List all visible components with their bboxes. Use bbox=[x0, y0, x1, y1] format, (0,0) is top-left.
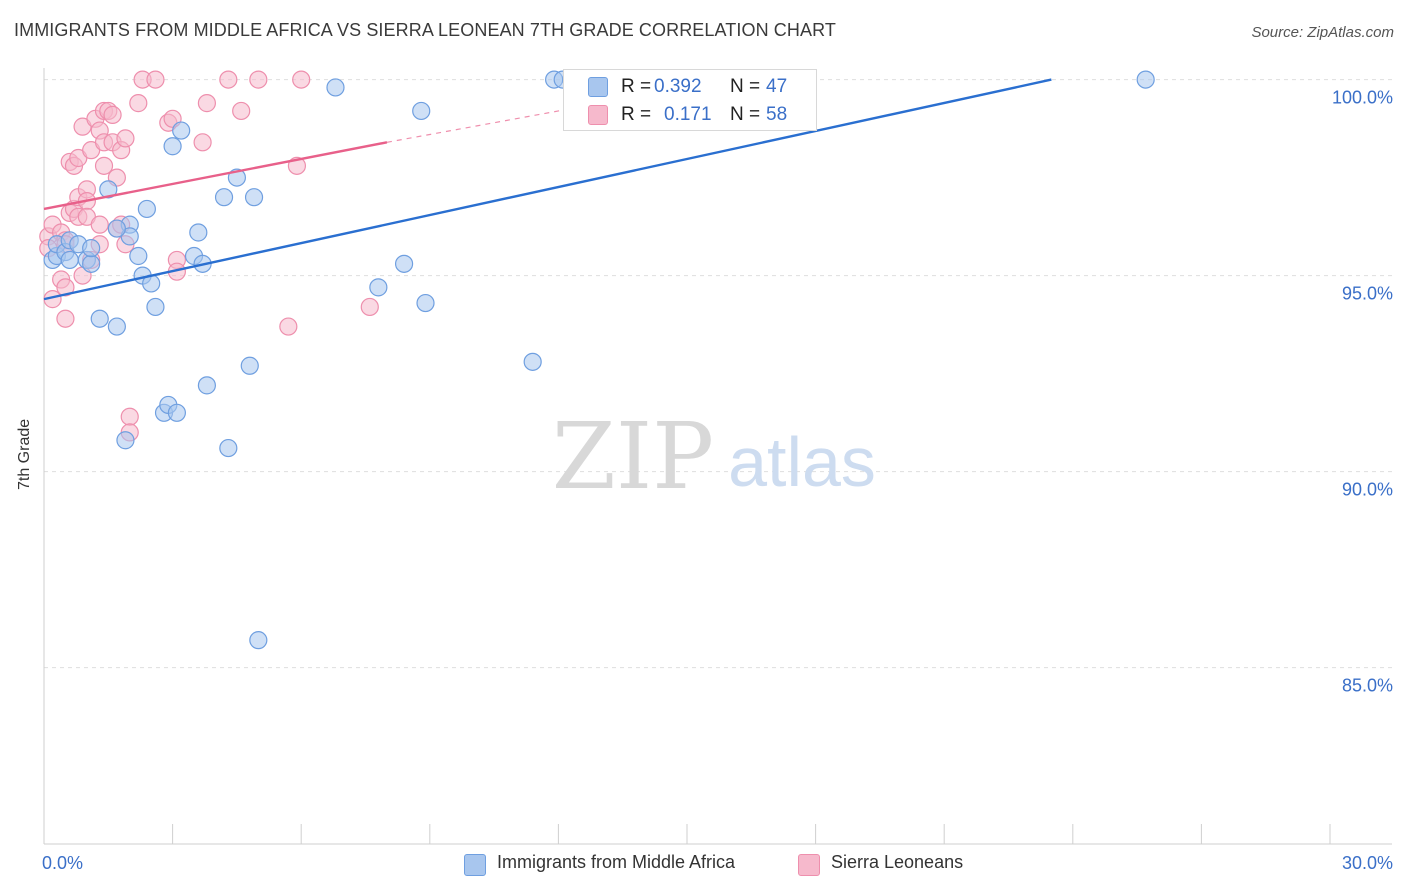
sierra-leonean-trend-extension bbox=[386, 106, 580, 143]
n-label: N = bbox=[730, 76, 761, 97]
y-tick-label: 90.0% bbox=[1342, 480, 1393, 500]
middle-africa-point bbox=[219, 438, 238, 458]
sierra-leonean-point bbox=[279, 317, 298, 336]
sierra-leonean-point bbox=[116, 129, 135, 148]
middle-africa-point bbox=[107, 219, 126, 238]
legend-label: Immigrants from Middle Africa bbox=[497, 852, 736, 872]
chart-title: IMMIGRANTS FROM MIDDLE AFRICA VS SIERRA … bbox=[14, 20, 836, 40]
middle-africa-point bbox=[394, 254, 414, 273]
r-value: 0.392 bbox=[654, 76, 702, 97]
middle-africa-trend-line bbox=[43, 78, 1052, 301]
y-tick-label: 85.0% bbox=[1342, 676, 1393, 696]
middle-africa-point bbox=[197, 376, 216, 395]
middle-africa-point bbox=[82, 239, 101, 258]
legend-blue-swatch bbox=[464, 854, 486, 876]
middle-africa-point bbox=[146, 297, 165, 317]
middle-africa-point bbox=[90, 309, 109, 328]
sierra-leonean-point bbox=[56, 278, 75, 297]
sierra-leonean-trend-line bbox=[43, 141, 388, 211]
sierra-leonean-point bbox=[360, 297, 379, 317]
legend-label: Sierra Leoneans bbox=[831, 852, 964, 872]
sierra-leonean-point bbox=[197, 94, 216, 113]
x-tick-label-min: 0.0% bbox=[42, 853, 83, 873]
watermark: ZIP atlas bbox=[552, 403, 876, 510]
sierra-leonean-point bbox=[219, 70, 238, 89]
axes bbox=[43, 68, 1392, 845]
source-credit: Source: ZipAtlas.com bbox=[1251, 24, 1394, 41]
sierra-leonean-point bbox=[146, 70, 165, 89]
x-tick-label-max: 30.0% bbox=[1342, 853, 1393, 873]
middle-africa-point bbox=[137, 199, 156, 219]
n-value: 58 bbox=[766, 104, 788, 125]
r-label: R = bbox=[621, 76, 652, 97]
middle-africa-point bbox=[214, 188, 234, 207]
sierra-leonean-point bbox=[232, 101, 251, 121]
sierra-leonean-point bbox=[249, 70, 268, 89]
trend-lines bbox=[43, 78, 1052, 301]
middle-africa-point bbox=[416, 293, 435, 313]
sierra-leonean-point bbox=[90, 215, 109, 234]
middle-africa-point bbox=[129, 246, 148, 266]
middle-africa-point bbox=[1136, 70, 1155, 89]
watermark-zip: ZIP bbox=[552, 403, 714, 510]
stats-row-blue: R = 0.392 N = 47 bbox=[564, 72, 816, 100]
pink-swatch bbox=[588, 105, 608, 125]
stats-box: R = 0.392 N = 47 R = 0.171 N = 58 bbox=[563, 69, 817, 131]
middle-africa-point bbox=[60, 250, 79, 270]
middle-africa-point bbox=[523, 352, 542, 371]
middle-africa-point bbox=[412, 101, 431, 121]
sierra-leonean-point bbox=[193, 133, 212, 152]
middle-africa-points bbox=[43, 70, 1155, 650]
middle-africa-point bbox=[240, 356, 259, 375]
middle-africa-point bbox=[189, 223, 208, 242]
stats-row-pink: R = 0.171 N = 58 bbox=[564, 100, 816, 128]
r-value: 0.171 bbox=[664, 104, 712, 125]
middle-africa-point bbox=[172, 121, 191, 140]
y-tick-label: 100.0% bbox=[1332, 88, 1393, 108]
middle-africa-point bbox=[326, 78, 345, 97]
middle-africa-point bbox=[99, 180, 118, 199]
r-label: R = bbox=[621, 104, 652, 125]
n-label: N = bbox=[730, 104, 761, 125]
watermark-atlas: atlas bbox=[728, 423, 876, 501]
sierra-leonean-point bbox=[120, 407, 139, 426]
middle-africa-point bbox=[249, 631, 268, 650]
middle-africa-point bbox=[167, 403, 186, 422]
middle-africa-point bbox=[244, 188, 264, 207]
tick-labels: 85.0% 90.0% 95.0% 100.0% 0.0% 30.0% bbox=[42, 88, 1393, 873]
sierra-leonean-point bbox=[56, 309, 75, 328]
sierra-leonean-point bbox=[103, 105, 122, 124]
legend-pink-swatch bbox=[798, 854, 820, 876]
gridlines bbox=[44, 79, 1392, 669]
middle-africa-point bbox=[369, 278, 388, 297]
sierra-leonean-point bbox=[94, 156, 114, 175]
sierra-leonean-point bbox=[129, 94, 148, 113]
sierra-leonean-point bbox=[292, 70, 311, 89]
middle-africa-point bbox=[82, 254, 101, 273]
middle-africa-point bbox=[116, 431, 135, 450]
middle-africa-point bbox=[163, 137, 182, 156]
blue-swatch bbox=[588, 77, 608, 97]
middle-africa-point bbox=[107, 317, 126, 336]
y-tick-label: 95.0% bbox=[1342, 284, 1393, 304]
n-value: 47 bbox=[766, 76, 788, 97]
